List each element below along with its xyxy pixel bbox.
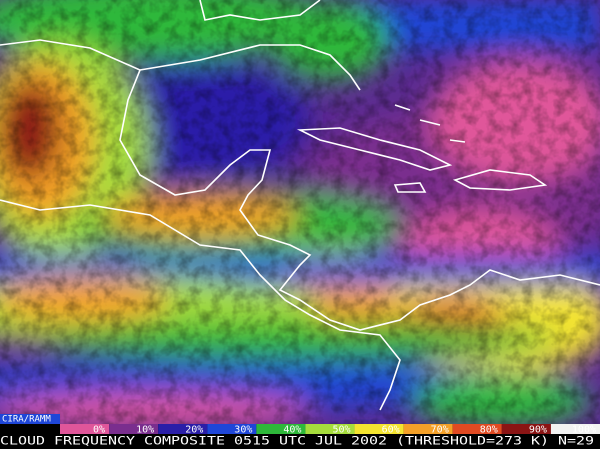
logo-box (0, 414, 60, 424)
legend-label: 80% (480, 425, 498, 436)
legend-swatch (354, 424, 404, 434)
legend-label: 90% (529, 425, 547, 436)
legend-label: 40% (283, 425, 301, 436)
legend-swatch (550, 424, 600, 434)
legend-label: 60% (382, 425, 400, 436)
legend-swatch (109, 424, 159, 434)
legend-label: 50% (332, 425, 350, 436)
legend-swatch (256, 424, 306, 434)
legend-label: 30% (234, 425, 252, 436)
legend-swatch (158, 424, 208, 434)
legend-swatch (403, 424, 453, 434)
legend-swatch (60, 424, 110, 434)
logo: CIRA/RAMM (2, 415, 51, 425)
legend-label: 70% (431, 425, 449, 436)
legend-label: 100% (572, 425, 596, 436)
caption: CLOUD FREQUENCY COMPOSITE 0515 UTC JUL 2… (0, 434, 594, 448)
legend-swatch (305, 424, 355, 434)
coastlines (0, 0, 600, 411)
cloud-field (0, 0, 600, 424)
legend: 0% 10% 20% 30% 40% 50% 60% 70% 80% 90% 100% (60, 424, 600, 436)
legend-swatch (207, 424, 257, 434)
legend-label: 10% (136, 425, 154, 436)
legend-label: 0% (93, 425, 105, 436)
legend-swatch (501, 424, 551, 434)
legend-label: 20% (185, 425, 203, 436)
legend-swatch (452, 424, 502, 434)
